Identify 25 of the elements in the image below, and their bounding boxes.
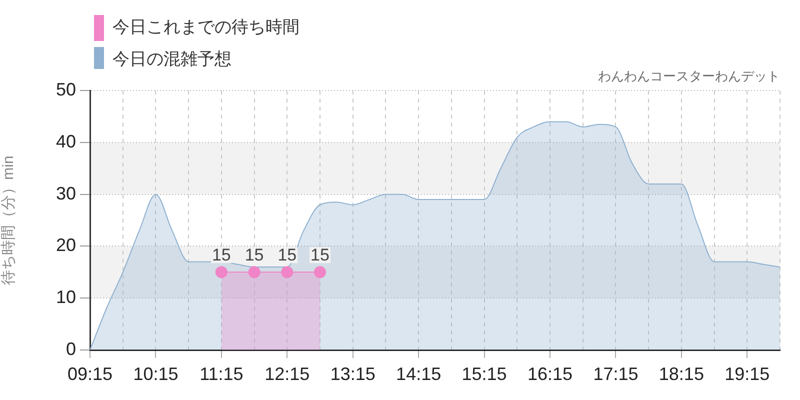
chart-title: わんわんコースターわんデット [598,68,780,84]
y-tick-label: 20 [56,235,76,256]
legend-label: 今日の混雑予想 [112,50,232,69]
x-tick-label: 17:15 [593,364,638,384]
y-tick-label: 40 [56,131,76,152]
data-label: 15 [212,245,231,264]
x-tick-label: 10:15 [133,364,178,384]
y-tick-label: 30 [56,183,76,204]
x-tick-label: 12:15 [264,364,310,384]
x-tick-label: 09:15 [67,364,113,384]
data-label: 15 [278,245,297,264]
y-tick-label: 10 [56,287,76,308]
x-tick-label: 19:15 [724,364,770,384]
y-tick-label: 50 [56,80,76,100]
x-tick-label: 14:15 [396,364,442,384]
data-label: 15 [310,245,330,264]
legend-label: 今日これまでの待ち時間 [112,18,300,37]
y-tick-label: 0 [66,338,76,359]
x-tick-label: 18:15 [658,364,704,384]
data-label: 15 [244,245,264,264]
x-tick-label: 13:15 [330,364,376,384]
y-axis-title: 待ち時間（分）min [0,156,18,285]
x-tick-label: 16:15 [527,364,573,384]
x-tick-label: 15:15 [462,364,507,384]
x-tick-label: 11:15 [200,364,244,384]
